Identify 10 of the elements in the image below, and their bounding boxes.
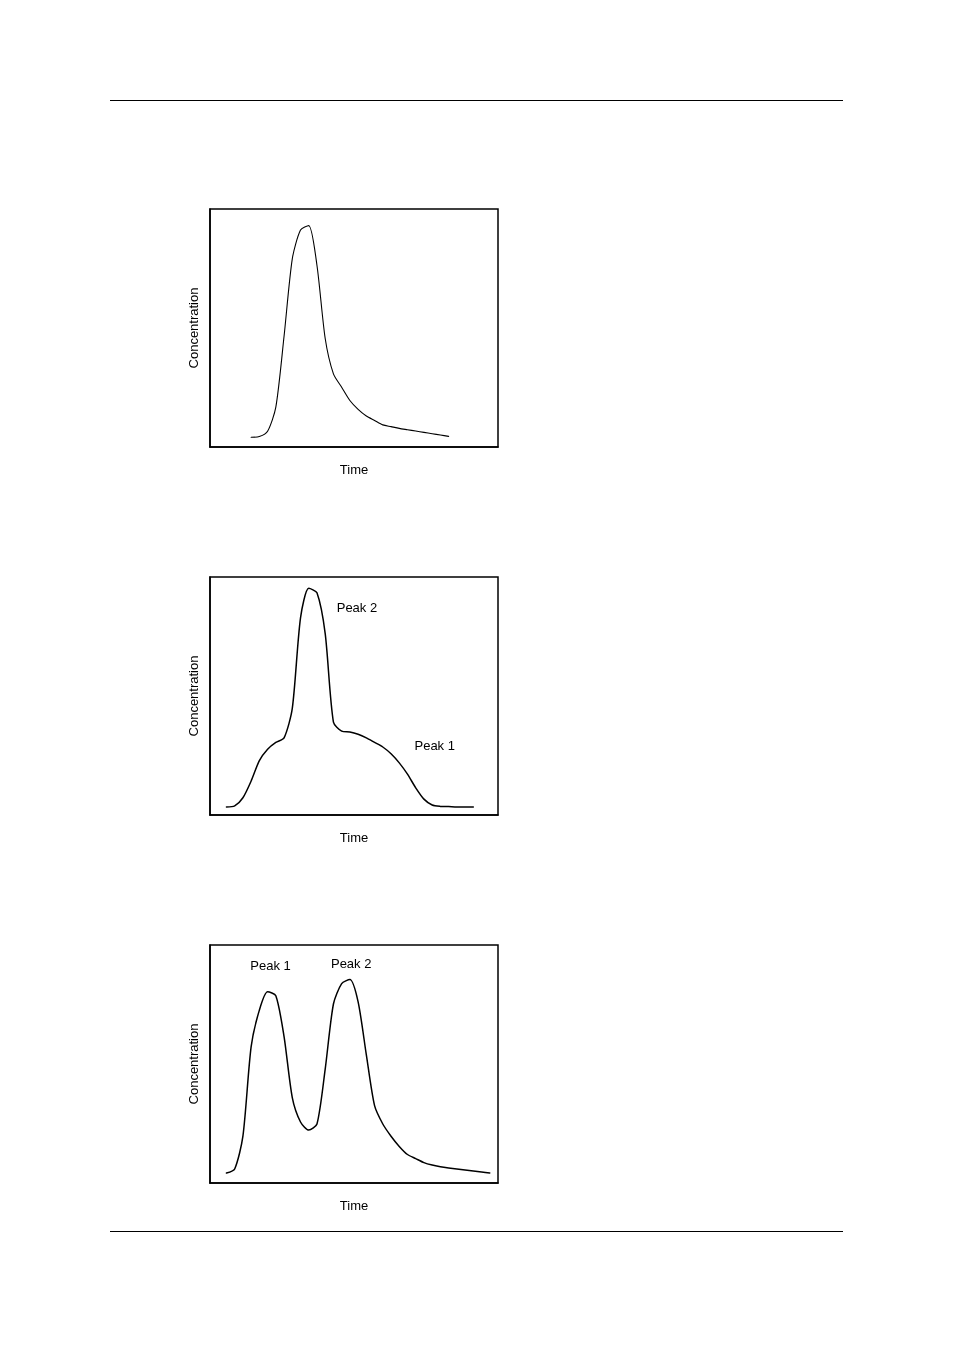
x-axis-title: Time [339,830,369,845]
x-axis-title: Time [339,1198,369,1213]
annotation: Peak 2 [336,599,378,615]
y-axis-title: Concentration [186,1023,201,1105]
x-axis-title: Time [339,462,369,477]
y-axis-title: Concentration [186,287,201,369]
text: Peak 2 [330,955,372,971]
y-axis-title: Concentration [186,655,201,737]
annotation: Peak 1 [414,737,455,753]
text: Peak 1 [250,958,291,974]
